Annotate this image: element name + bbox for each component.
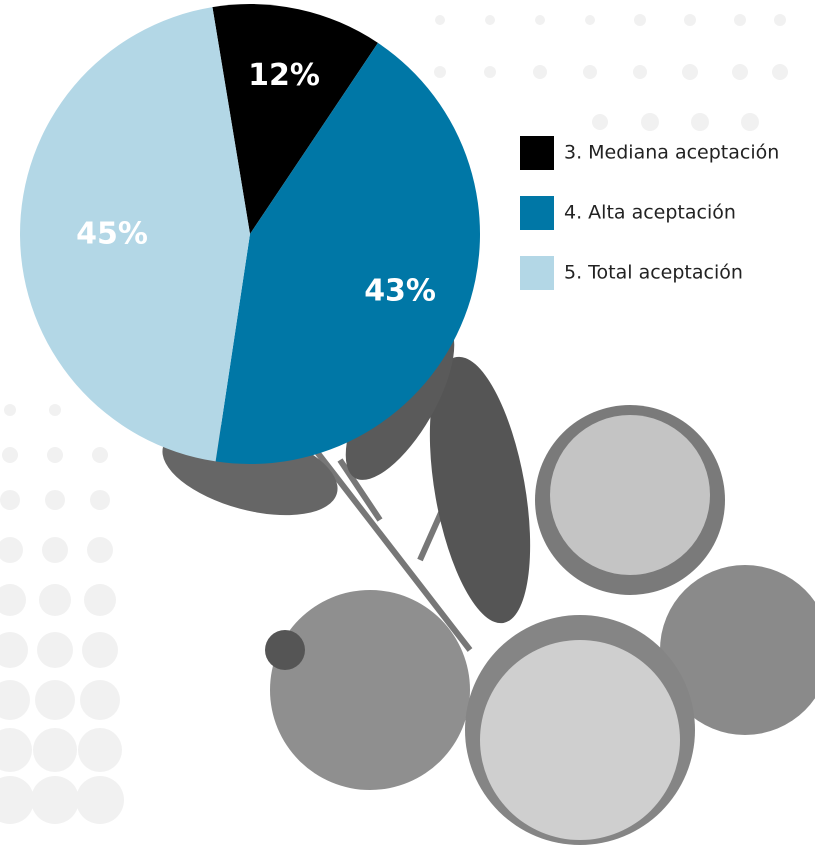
- legend-swatch: [520, 136, 554, 170]
- legend-swatch: [520, 196, 554, 230]
- legend-label: 5. Total aceptación: [564, 262, 743, 284]
- legend-label: 4. Alta aceptación: [564, 202, 736, 224]
- data-label: 45%: [76, 216, 148, 251]
- pie-slice: [20, 7, 250, 462]
- legend-label: 3. Mediana aceptación: [564, 142, 779, 164]
- pie: 12% 43% 45%: [20, 4, 480, 465]
- pie-slice: [215, 42, 480, 465]
- data-label: 12%: [248, 58, 320, 93]
- pie-slice: [212, 4, 378, 235]
- legend: 3. Mediana aceptación 4. Alta aceptación 5…: [520, 136, 779, 290]
- data-label: 43%: [364, 274, 436, 309]
- decoration: [0, 14, 788, 824]
- legend-swatch: [520, 256, 554, 290]
